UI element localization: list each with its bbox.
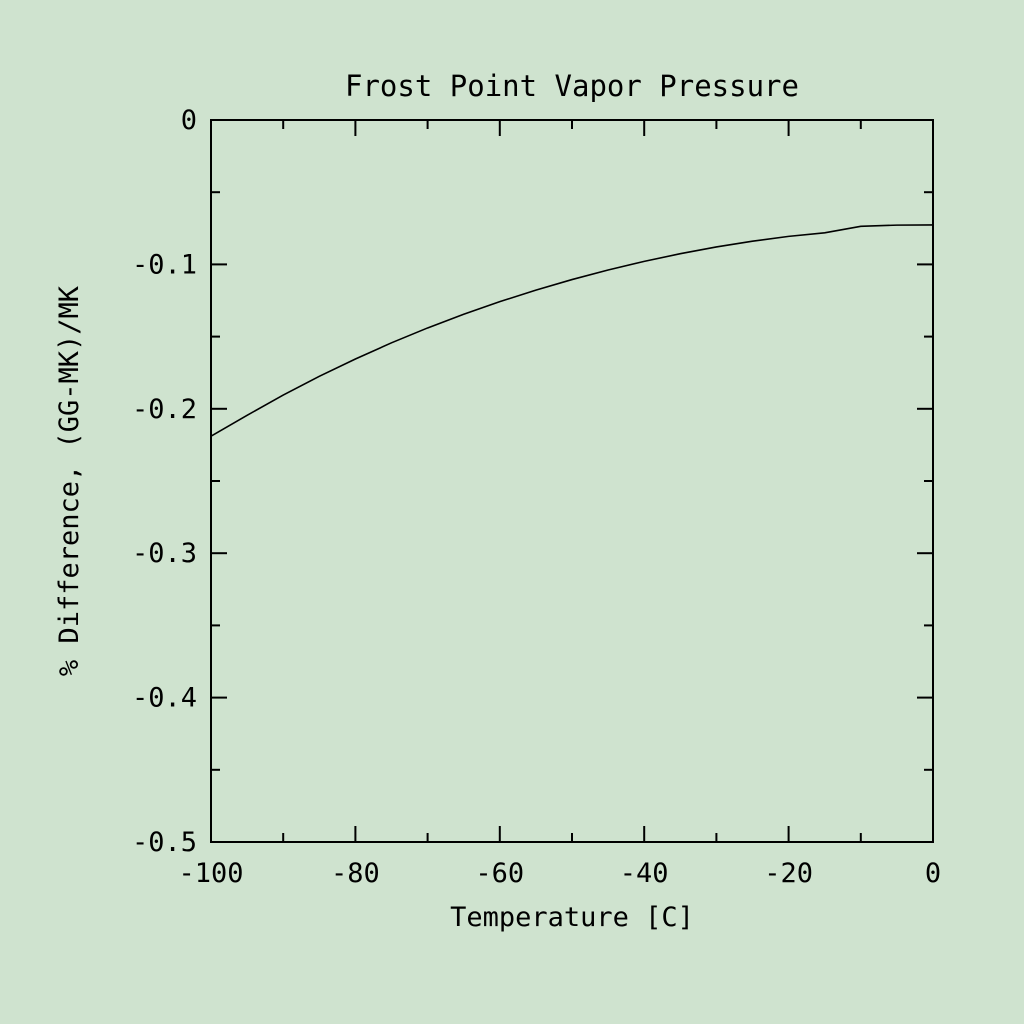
chart-title: Frost Point Vapor Pressure [345, 69, 799, 103]
x-axis-label: Temperature [C] [450, 902, 694, 933]
axis-ticks [211, 120, 933, 842]
y-tick-label: 0 [181, 105, 197, 136]
x-tick-label: 0 [925, 858, 941, 889]
x-tick-label: -80 [331, 858, 380, 889]
x-tick-label: -60 [475, 858, 524, 889]
y-tick-label: -0.2 [132, 394, 197, 425]
x-tick-labels: -100 -80 -60 -40 -20 0 [178, 858, 941, 889]
series-line [210, 224, 934, 437]
y-tick-label: -0.4 [132, 683, 197, 714]
plot-frame [210, 119, 934, 843]
y-tick-labels: 0 -0.1 -0.2 -0.3 -0.4 -0.5 [132, 105, 197, 858]
x-tick-label: -40 [620, 858, 669, 889]
y-tick-label: -0.1 [132, 249, 197, 280]
y-tick-label: -0.5 [132, 827, 197, 858]
x-tick-label: -100 [178, 858, 243, 889]
y-axis-label: % Difference, (GG-MK)/MK [54, 285, 85, 676]
y-tick-label: -0.3 [132, 538, 197, 569]
x-tick-label: -20 [764, 858, 813, 889]
